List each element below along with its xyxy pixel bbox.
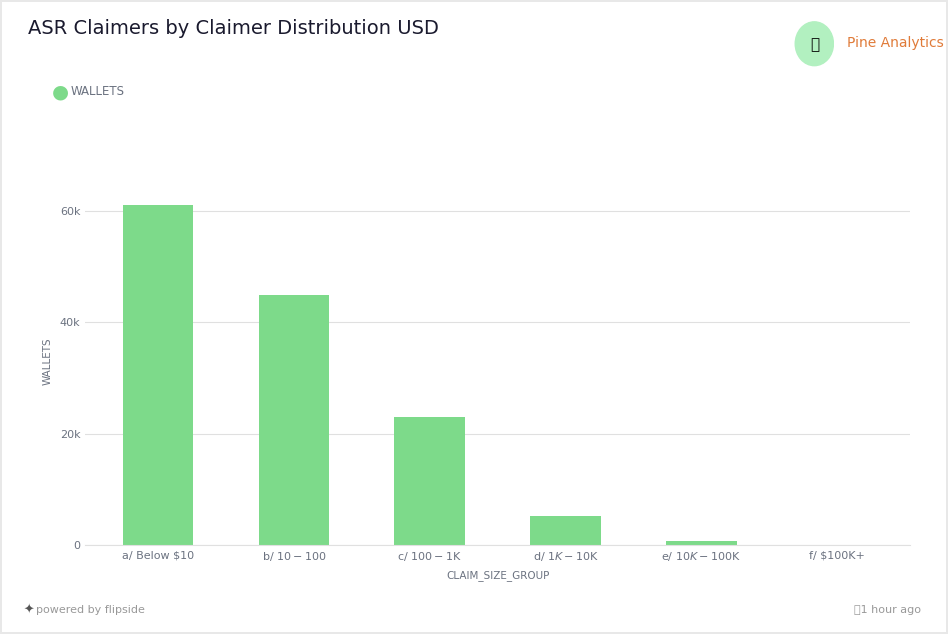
Text: powered by flipside: powered by flipside [36, 605, 145, 615]
X-axis label: CLAIM_SIZE_GROUP: CLAIM_SIZE_GROUP [446, 570, 550, 581]
Bar [394, 417, 465, 545]
Text: ●: ● [52, 82, 69, 101]
Bar [666, 541, 737, 545]
Circle shape [795, 22, 833, 66]
Text: WALLETS: WALLETS [71, 86, 125, 98]
Text: Pine Analytics: Pine Analytics [847, 36, 943, 50]
Text: ASR Claimers by Claimer Distribution USD: ASR Claimers by Claimer Distribution USD [28, 19, 439, 38]
Text: ✦: ✦ [24, 604, 34, 616]
Bar [259, 295, 329, 545]
Text: 🌲: 🌲 [810, 37, 819, 52]
Text: ⌛1 hour ago: ⌛1 hour ago [854, 605, 921, 615]
Bar [123, 205, 193, 545]
Bar [530, 516, 601, 545]
Y-axis label: WALLETS: WALLETS [43, 337, 53, 385]
